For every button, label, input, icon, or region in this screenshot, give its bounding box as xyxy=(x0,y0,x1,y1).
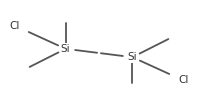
Text: Si: Si xyxy=(61,44,70,54)
Text: Si: Si xyxy=(128,52,137,62)
Text: Cl: Cl xyxy=(178,75,189,85)
Text: Cl: Cl xyxy=(9,21,20,31)
